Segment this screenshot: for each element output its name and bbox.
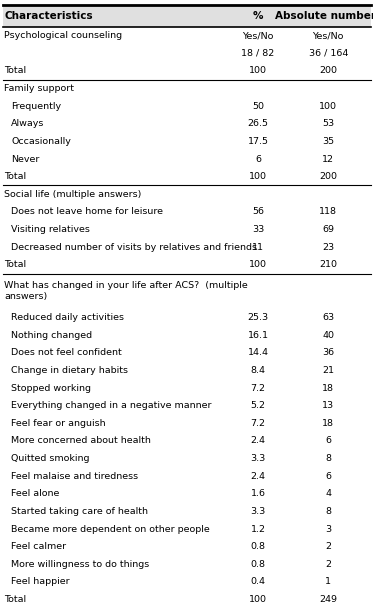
- Text: Social life (multiple answers): Social life (multiple answers): [4, 190, 141, 198]
- Text: %: %: [253, 11, 263, 21]
- Text: 1.6: 1.6: [250, 489, 266, 498]
- Text: 11: 11: [252, 243, 264, 252]
- Text: 3.3: 3.3: [250, 454, 266, 463]
- Text: 2.4: 2.4: [250, 436, 266, 446]
- Text: 100: 100: [249, 172, 267, 181]
- Text: Always: Always: [11, 120, 44, 128]
- Text: 12: 12: [322, 155, 334, 163]
- Text: Feel malaise and tiredness: Feel malaise and tiredness: [11, 472, 138, 481]
- Text: 0.8: 0.8: [250, 560, 266, 569]
- Text: 40: 40: [322, 331, 334, 340]
- Text: 18 / 82: 18 / 82: [241, 49, 275, 58]
- Text: 1: 1: [325, 577, 331, 586]
- Text: 16.1: 16.1: [247, 331, 269, 340]
- Text: 21: 21: [322, 366, 334, 375]
- Text: Yes/No: Yes/No: [242, 31, 274, 40]
- Text: Change in dietary habits: Change in dietary habits: [11, 366, 128, 375]
- Text: Total: Total: [4, 260, 26, 270]
- Text: 18: 18: [322, 384, 334, 393]
- Text: 100: 100: [249, 260, 267, 270]
- Text: 200: 200: [319, 66, 337, 75]
- Text: What has changed in your life after ACS?  (multiple
answers): What has changed in your life after ACS?…: [4, 281, 248, 301]
- Text: Characteristics: Characteristics: [5, 11, 94, 21]
- Text: 13: 13: [322, 401, 334, 410]
- Text: 50: 50: [252, 102, 264, 110]
- Text: Yes/No: Yes/No: [313, 31, 344, 40]
- Text: 6: 6: [325, 436, 331, 446]
- Text: 6: 6: [255, 155, 261, 163]
- Text: Everything changed in a negative manner: Everything changed in a negative manner: [11, 401, 212, 410]
- Text: Frequently: Frequently: [11, 102, 61, 110]
- Text: Total: Total: [4, 66, 26, 75]
- Text: More concerned about health: More concerned about health: [11, 436, 151, 446]
- Text: 26.5: 26.5: [247, 120, 269, 128]
- Text: Feel calmer: Feel calmer: [11, 542, 66, 551]
- Text: 18: 18: [322, 419, 334, 428]
- Text: 17.5: 17.5: [247, 137, 269, 146]
- Text: Feel happier: Feel happier: [11, 577, 70, 586]
- Text: 2: 2: [325, 560, 331, 569]
- Text: 36 / 164: 36 / 164: [308, 49, 348, 58]
- Text: Occasionally: Occasionally: [11, 137, 71, 146]
- Text: 63: 63: [322, 313, 334, 322]
- Text: 53: 53: [322, 120, 334, 128]
- Text: Family support: Family support: [4, 84, 74, 93]
- Text: 7.2: 7.2: [250, 419, 266, 428]
- Text: 36: 36: [322, 348, 334, 358]
- Text: 100: 100: [249, 66, 267, 75]
- Text: 8.4: 8.4: [250, 366, 266, 375]
- Text: Never: Never: [11, 155, 40, 163]
- Text: 14.4: 14.4: [247, 348, 269, 358]
- Text: Decreased number of visits by relatives and friends: Decreased number of visits by relatives …: [11, 243, 257, 252]
- Text: 2.4: 2.4: [250, 472, 266, 481]
- Text: 5.2: 5.2: [250, 401, 266, 410]
- Text: 7.2: 7.2: [250, 384, 266, 393]
- Text: 8: 8: [325, 454, 331, 463]
- Text: 25.3: 25.3: [247, 313, 269, 322]
- Text: More willingness to do things: More willingness to do things: [11, 560, 150, 569]
- Text: Total: Total: [4, 595, 26, 604]
- Text: Started taking care of health: Started taking care of health: [11, 507, 148, 516]
- Text: 23: 23: [322, 243, 334, 252]
- Text: Nothing changed: Nothing changed: [11, 331, 92, 340]
- Text: Feel fear or anguish: Feel fear or anguish: [11, 419, 106, 428]
- Text: 118: 118: [319, 208, 337, 217]
- Text: 210: 210: [319, 260, 337, 270]
- Text: 200: 200: [319, 172, 337, 181]
- Text: 0.8: 0.8: [250, 542, 266, 551]
- Text: 56: 56: [252, 208, 264, 217]
- Text: 1.2: 1.2: [250, 524, 266, 534]
- Text: 69: 69: [322, 225, 334, 234]
- Text: Reduced daily activities: Reduced daily activities: [11, 313, 124, 322]
- Text: Does not leave home for leisure: Does not leave home for leisure: [11, 208, 163, 217]
- Text: 100: 100: [319, 102, 337, 110]
- Text: 8: 8: [325, 507, 331, 516]
- Text: 3: 3: [325, 524, 331, 534]
- Text: Absolute numbers: Absolute numbers: [275, 11, 373, 21]
- Text: Total: Total: [4, 172, 26, 181]
- Text: 100: 100: [249, 595, 267, 604]
- Text: 4: 4: [325, 489, 331, 498]
- Text: 2: 2: [325, 542, 331, 551]
- Text: Became more dependent on other people: Became more dependent on other people: [11, 524, 210, 534]
- Text: 33: 33: [252, 225, 264, 234]
- Text: Does not feel confident: Does not feel confident: [11, 348, 122, 358]
- Text: 3.3: 3.3: [250, 507, 266, 516]
- Text: 0.4: 0.4: [250, 577, 266, 586]
- Text: Psychological counseling: Psychological counseling: [4, 31, 122, 40]
- Bar: [3, 5, 371, 27]
- Text: Quitted smoking: Quitted smoking: [11, 454, 90, 463]
- Text: 35: 35: [322, 137, 334, 146]
- Text: Feel alone: Feel alone: [11, 489, 60, 498]
- Text: Visiting relatives: Visiting relatives: [11, 225, 90, 234]
- Text: 249: 249: [319, 595, 337, 604]
- Text: Stopped working: Stopped working: [11, 384, 91, 393]
- Text: 6: 6: [325, 472, 331, 481]
